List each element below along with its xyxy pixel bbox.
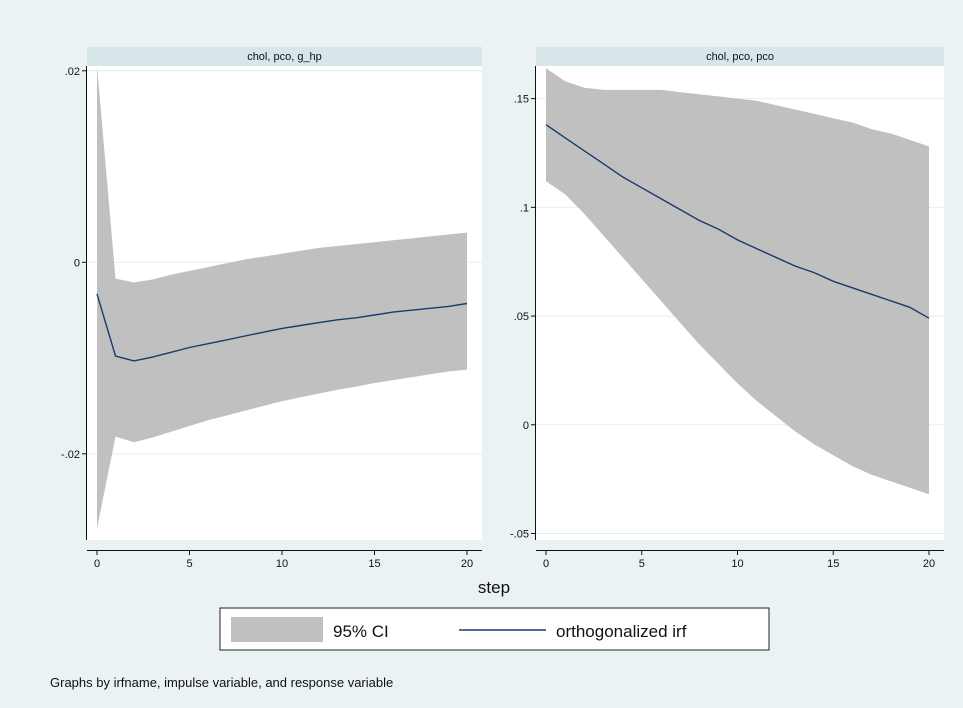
chart-frame: chol, pco, g_hp -.02 0.02 0 5 10 15 20 chol, pco… bbox=[12, 10, 948, 698]
y-tick-label: -.05 bbox=[510, 528, 529, 540]
panel-title: chol, pco, pco bbox=[706, 51, 774, 63]
panel-strip bbox=[87, 47, 482, 66]
x-tick-label: 15 bbox=[368, 558, 380, 570]
y-tick-label: .02 bbox=[65, 66, 80, 78]
irf-line bbox=[545, 124, 930, 319]
x-tick-label: 5 bbox=[186, 558, 192, 570]
legend: 95% CI orthogonalized irf bbox=[219, 607, 770, 651]
legend-swatch-ci bbox=[231, 617, 323, 642]
panel-1: chol, pco, g_hp -.02 0 .02 0 5 10 15 20 bbox=[61, 47, 482, 570]
panel-title: chol, pco, g_hp bbox=[247, 51, 322, 63]
y-tick-label: .15 bbox=[514, 94, 529, 106]
irf-line bbox=[96, 293, 468, 362]
panel-strip bbox=[536, 47, 944, 66]
x-tick-label: 15 bbox=[827, 558, 839, 570]
y-tick-label: 0 bbox=[74, 257, 80, 269]
legend-label-irf: orthogonalized irf bbox=[556, 622, 687, 641]
ci-band bbox=[97, 66, 467, 529]
y-tick-label: .1 bbox=[520, 202, 529, 214]
x-tick-label: 10 bbox=[731, 558, 743, 570]
x-tick-label: 20 bbox=[923, 558, 935, 570]
legend-label-ci: 95% CI bbox=[333, 622, 389, 641]
x-tick-label: 5 bbox=[639, 558, 645, 570]
x-tick-label: 20 bbox=[461, 558, 473, 570]
y-tick-label: 0 bbox=[523, 420, 529, 432]
y-tick-label: .05 bbox=[514, 311, 529, 323]
panel-2: chol, pco, pco -.05 0 .05 .1 .15 0 5 10 15 20 bbox=[510, 47, 944, 570]
graph-note: Graphs by irfname, impulse variable, and… bbox=[50, 675, 394, 690]
ci-band bbox=[546, 68, 929, 495]
x-tick-label: 10 bbox=[276, 558, 288, 570]
x-axis-label: step bbox=[478, 578, 510, 597]
y-tick-label: -.02 bbox=[61, 449, 80, 461]
x-tick-label: 0 bbox=[94, 558, 100, 570]
x-tick-label: 0 bbox=[543, 558, 549, 570]
